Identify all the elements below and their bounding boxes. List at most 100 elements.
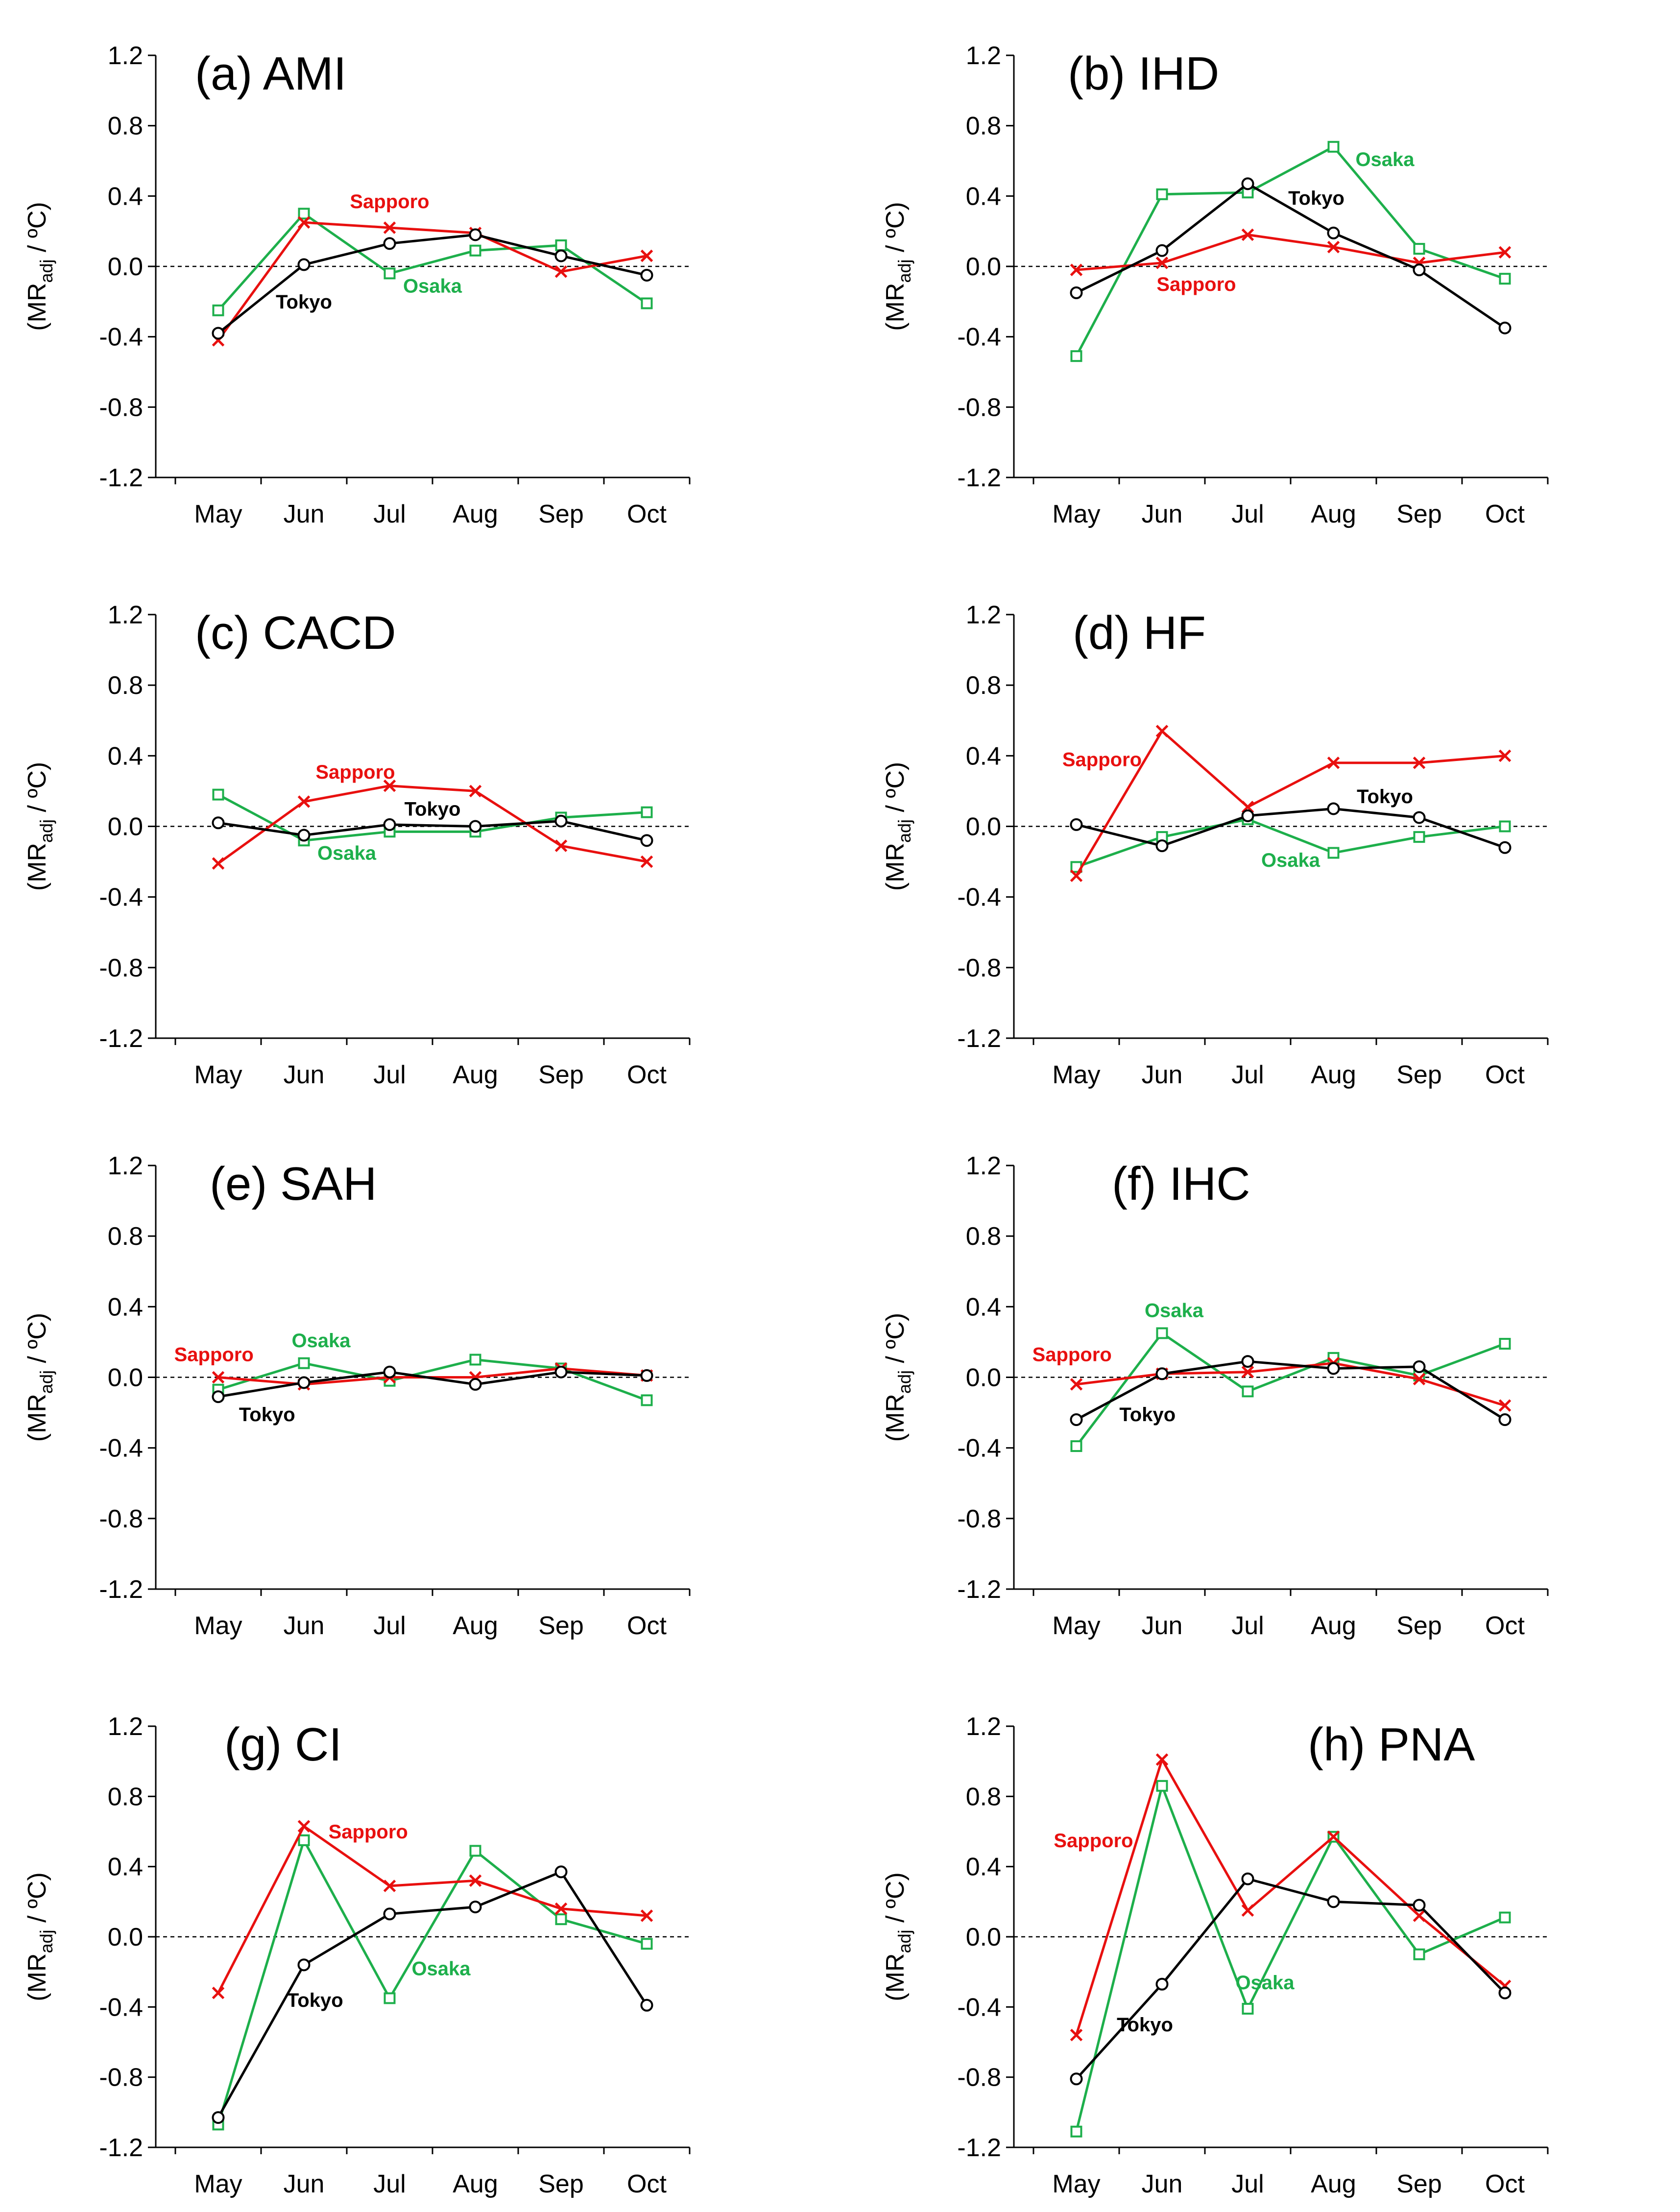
y-axis-label: (MRadj / ºC)	[23, 762, 56, 891]
point-cross-stroke	[1241, 1365, 1254, 1379]
y-tick-label: 1.2	[966, 601, 1001, 629]
point-osaka	[1499, 1338, 1511, 1350]
point-cross-stroke	[1498, 749, 1512, 762]
point-cross-stroke	[1155, 1753, 1169, 1766]
series-label-sapporo: Sapporo	[350, 191, 429, 213]
panel-title: (e) SAH	[210, 1158, 377, 1210]
y-tick-label: -0.4	[957, 1993, 1001, 2022]
x-tick-label: Jun	[284, 2170, 325, 2198]
point-tokyo	[297, 1376, 311, 1389]
point-osaka	[469, 244, 481, 257]
x-tick-label: Oct	[1485, 1612, 1525, 1640]
y-tick-label: -1.2	[957, 1575, 1001, 1604]
panel-title: (f) IHC	[1112, 1158, 1250, 1210]
point-cross-stroke	[1413, 1373, 1426, 1385]
panel-title: (g) CI	[224, 1718, 342, 1771]
x-tick-label: Oct	[627, 1612, 667, 1640]
series-line-tokyo	[1076, 807, 1506, 849]
y-tick-label: 1.2	[108, 1152, 143, 1180]
point-tokyo	[1241, 1355, 1254, 1368]
point-tokyo	[1498, 841, 1512, 854]
y-axis-label-subscript: adj	[36, 259, 56, 283]
point-cross-stroke	[212, 1986, 225, 1999]
point-tokyo	[1155, 839, 1169, 853]
panel-title: (c) CACD	[195, 607, 396, 659]
y-tick-label: 0.0	[108, 253, 143, 281]
y-tick-label: -0.8	[99, 2064, 143, 2092]
point-cross-stroke	[297, 795, 311, 808]
series-line-osaka	[217, 212, 648, 311]
y-tick-label: 0.0	[108, 1364, 143, 1392]
y-axis-label-suffix: / ºC)	[881, 762, 910, 819]
point-tokyo	[1155, 1367, 1169, 1380]
point-sapporo	[1413, 756, 1426, 769]
point-tokyo	[1498, 321, 1512, 334]
y-axis-label-subscript: adj	[36, 1370, 56, 1394]
y-tick-label: -0.4	[99, 883, 143, 912]
y-axis-label-prefix: (MR	[881, 1394, 910, 1442]
y-tick-label: 0.8	[966, 1783, 1001, 1811]
y-axis-label-subscript: adj	[894, 1370, 914, 1394]
series-label-sapporo: Sapporo	[329, 1821, 408, 1843]
chart-panel-c: 1.2 0.8 0.4 0.0 -0.4 -0.8 -1.2 May Jun Jul Aug Sep O…	[23, 601, 691, 1089]
point-sapporo	[1498, 246, 1512, 259]
point-tokyo	[1498, 1986, 1512, 1999]
series-line-sapporo	[217, 1825, 647, 1994]
series-label-osaka: Osaka	[291, 1330, 351, 1352]
point-osaka	[555, 239, 567, 251]
point-cross-stroke	[640, 855, 653, 868]
chart-panel-d: 1.2 0.8 0.4 0.0 -0.4 -0.8 -1.2 May Jun Jul Aug Sep O…	[881, 601, 1549, 1089]
y-tick-label: -0.8	[957, 954, 1001, 982]
x-tick-label: May	[194, 1612, 242, 1640]
point-cross-stroke	[297, 216, 311, 229]
y-axis-label-prefix: (MR	[881, 1953, 910, 2001]
point-cross-stroke	[1327, 756, 1340, 769]
y-axis-label-prefix: (MR	[23, 1394, 51, 1442]
y-tick-label: 0.8	[108, 1783, 143, 1811]
x-tick-label: Sep	[538, 1061, 584, 1089]
x-tick-label: May	[1052, 1612, 1100, 1640]
y-tick-label: -0.8	[957, 2064, 1001, 2092]
point-tokyo	[383, 1907, 396, 1921]
point-sapporo	[1241, 1904, 1254, 1917]
y-tick-label: 0.4	[966, 1853, 1001, 1881]
y-axis-label-suffix: / ºC)	[23, 1313, 51, 1370]
series-line-osaka	[217, 1839, 648, 2125]
y-tick-label: 1.2	[966, 1713, 1001, 1741]
point-cross-stroke	[297, 1820, 311, 1833]
point-osaka	[1070, 350, 1082, 362]
point-cross-stroke	[1413, 1909, 1426, 1922]
point-tokyo	[640, 268, 653, 282]
point-cross-stroke	[1241, 228, 1254, 241]
point-tokyo	[1327, 1362, 1340, 1375]
point-sapporo	[1327, 240, 1340, 254]
point-sapporo	[1070, 869, 1083, 882]
point-tokyo	[1155, 1977, 1169, 1991]
point-sapporo	[212, 1986, 225, 1999]
point-osaka	[1070, 1440, 1082, 1452]
point-sapporo	[1070, 1378, 1083, 1391]
point-osaka	[1499, 820, 1511, 832]
y-tick-label: 0.0	[966, 813, 1001, 841]
x-tick-label: Jun	[1142, 1061, 1183, 1089]
x-tick-label: Aug	[453, 1061, 498, 1089]
y-tick-label: 1.2	[966, 42, 1001, 70]
series-line-tokyo	[218, 820, 648, 842]
panel-title: (h) PNA	[1308, 1718, 1475, 1771]
point-sapporo	[212, 857, 225, 870]
point-cross-stroke	[383, 779, 396, 792]
x-tick-label: Sep	[538, 500, 584, 528]
series-line-tokyo	[1076, 1360, 1506, 1421]
x-tick-label: Sep	[538, 2170, 584, 2198]
point-cross-stroke	[1155, 725, 1169, 737]
point-tokyo	[212, 1390, 225, 1403]
x-tick-label: Aug	[453, 1612, 498, 1640]
point-osaka	[1499, 1911, 1511, 1924]
point-sapporo	[554, 1902, 568, 1915]
x-tick-label: Jul	[1231, 500, 1264, 528]
point-cross-stroke	[1498, 246, 1512, 259]
y-tick-label: -1.2	[99, 464, 143, 492]
series-label-sapporo: Sapporo	[1032, 1344, 1112, 1366]
point-osaka	[212, 304, 224, 316]
chart-panel-b: 1.2 0.8 0.4 0.0 -0.4 -0.8 -1.2 May Jun Jul Aug Sep O…	[881, 42, 1549, 528]
